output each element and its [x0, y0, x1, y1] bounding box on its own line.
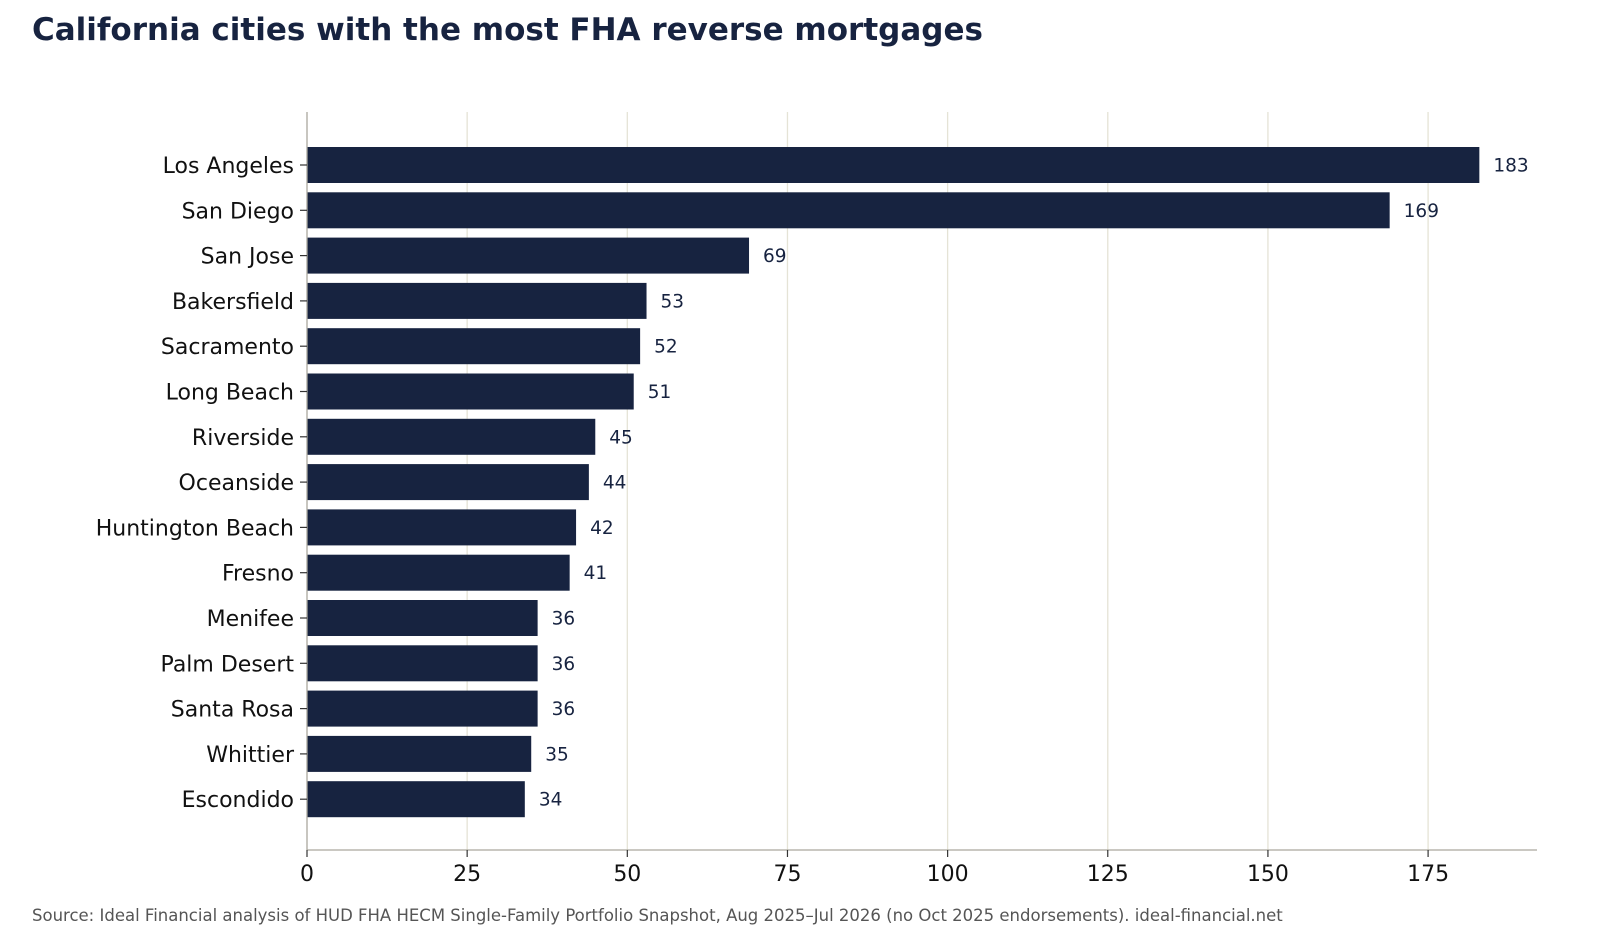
value-label: 36: [552, 654, 576, 675]
bar: [307, 373, 634, 410]
x-tick-label: 125: [1087, 862, 1129, 887]
value-label: 183: [1493, 156, 1528, 177]
bar: [307, 690, 538, 727]
chart-title: California cities with the most FHA reve…: [32, 12, 983, 48]
x-tick-label: 150: [1247, 862, 1289, 887]
bar: [307, 282, 647, 319]
value-label: 45: [609, 427, 633, 448]
category-label: San Jose: [201, 245, 294, 270]
category-label: Menifee: [207, 607, 294, 632]
value-label: 51: [648, 382, 672, 403]
gridlines: [466, 112, 1429, 850]
x-tick-label: 25: [453, 862, 481, 887]
x-tick-label: 75: [773, 862, 801, 887]
x-tick-label: 100: [927, 862, 969, 887]
category-label: Riverside: [192, 426, 294, 451]
bar: [307, 192, 1390, 229]
bar: [307, 645, 538, 682]
value-label: 36: [552, 699, 576, 720]
bar: [307, 554, 570, 591]
value-label: 52: [654, 337, 678, 358]
value-label: 42: [590, 518, 614, 539]
x-tick-label: 50: [613, 862, 641, 887]
category-label: Whittier: [206, 743, 295, 768]
x-tick-label: 0: [300, 862, 314, 887]
category-label: Los Angeles: [163, 154, 294, 179]
category-label: Fresno: [222, 562, 294, 587]
category-label: Huntington Beach: [96, 516, 294, 541]
bar: [307, 418, 596, 455]
value-label: 34: [539, 790, 563, 811]
bar: [307, 735, 532, 772]
category-label: Sacramento: [161, 335, 294, 360]
category-label: Long Beach: [166, 381, 294, 406]
category-label: Palm Desert: [161, 652, 295, 677]
labels: 0 25 50 75 100 125 150 175 Los Angeles 183 San Die…: [96, 154, 1529, 887]
bars: [307, 147, 1480, 818]
bar: [307, 147, 1480, 183]
value-label: 36: [552, 609, 576, 630]
bar: [307, 328, 641, 365]
bar: [307, 600, 538, 636]
bar: [307, 237, 750, 274]
category-label: Santa Rosa: [171, 698, 294, 723]
bar: [307, 464, 589, 501]
bar: [307, 781, 525, 818]
category-label: San Diego: [182, 199, 294, 224]
value-label: 169: [1404, 201, 1439, 222]
value-label: 53: [661, 291, 685, 312]
x-tick-label: 175: [1407, 862, 1449, 887]
value-label: 69: [763, 246, 787, 267]
source-note: Source: Ideal Financial analysis of HUD …: [32, 906, 1283, 925]
bar: [307, 509, 577, 546]
value-label: 41: [584, 563, 608, 584]
value-label: 44: [603, 473, 627, 494]
axes: [306, 112, 1537, 851]
category-label: Bakersfield: [172, 290, 294, 315]
value-label: 35: [545, 744, 569, 765]
category-label: Escondido: [182, 788, 294, 813]
category-label: Oceanside: [179, 471, 294, 496]
